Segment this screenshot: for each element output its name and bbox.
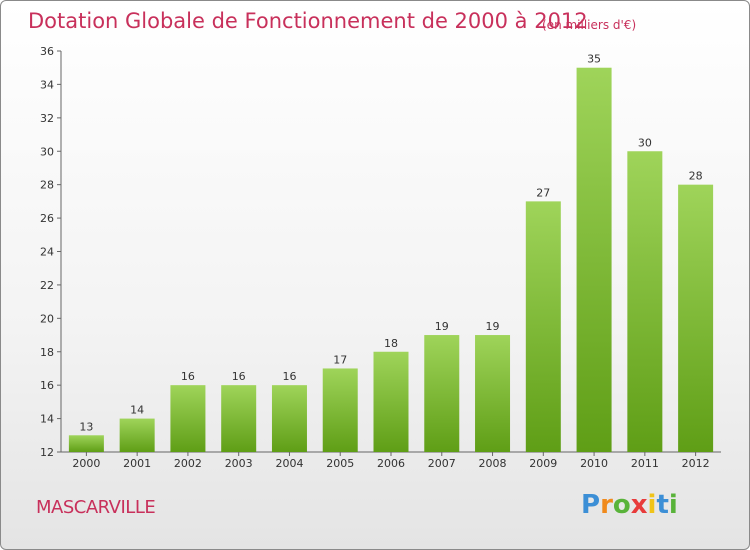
logo-letter: t: [656, 490, 669, 520]
y-tick-label: 28: [40, 179, 54, 192]
y-tick-label: 32: [40, 112, 54, 125]
x-tick-label: 2006: [377, 457, 405, 470]
bar-value-label: 17: [333, 353, 347, 366]
y-tick-label: 30: [40, 145, 54, 158]
y-tick-label: 20: [40, 312, 54, 325]
bar-2002: [170, 385, 206, 452]
bar-value-label: 14: [130, 404, 144, 417]
chart-subtitle: (en milliers d'€): [542, 18, 637, 32]
bar-2003: [221, 385, 257, 452]
x-tick-label: 2007: [428, 457, 456, 470]
city-name: MASCARVILLE: [36, 497, 156, 518]
y-tick-label: 14: [40, 413, 54, 426]
bar-2001: [119, 418, 155, 452]
bar-value-label: 13: [79, 420, 93, 433]
y-tick-label: 22: [40, 279, 54, 292]
logo-letter: r: [600, 490, 613, 520]
bar-value-label: 28: [689, 170, 703, 183]
x-tick-label: 2009: [529, 457, 557, 470]
bar-value-label: 30: [638, 136, 652, 149]
bar-value-label: 35: [587, 53, 601, 66]
x-tick-label: 2010: [580, 457, 608, 470]
y-tick-label: 36: [40, 45, 54, 58]
y-tick-label: 12: [40, 446, 54, 459]
y-tick-label: 18: [40, 346, 54, 359]
x-tick-label: 2004: [275, 457, 303, 470]
y-tick-label: 16: [40, 379, 54, 392]
logo-letter: x: [630, 490, 648, 520]
x-tick-label: 2000: [72, 457, 100, 470]
y-tick-label: 34: [40, 78, 54, 91]
bar-2009: [525, 201, 561, 452]
logo-letter: i: [668, 490, 678, 520]
logo-letter: i: [647, 490, 657, 520]
x-tick-label: 2008: [479, 457, 507, 470]
bar-value-label: 16: [282, 370, 296, 383]
x-tick-label: 2011: [631, 457, 659, 470]
x-tick-label: 2012: [682, 457, 710, 470]
bar-2012: [678, 184, 714, 452]
logo-letter: P: [581, 490, 601, 520]
x-tick-label: 2002: [174, 457, 202, 470]
bar-value-label: 19: [486, 320, 500, 333]
bar-2005: [322, 368, 358, 452]
y-tick-label: 24: [40, 246, 54, 259]
bar-value-label: 16: [181, 370, 195, 383]
bar-2004: [271, 385, 307, 452]
y-tick-label: 26: [40, 212, 54, 225]
bar-value-label: 16: [232, 370, 246, 383]
proxiti-logo: Proxiti: [581, 490, 678, 520]
bar-value-label: 27: [536, 186, 550, 199]
bar-value-label: 18: [384, 337, 398, 350]
x-tick-label: 2005: [326, 457, 354, 470]
bar-2011: [627, 151, 663, 452]
x-tick-label: 2001: [123, 457, 151, 470]
bar-value-label: 19: [435, 320, 449, 333]
bar-2006: [373, 351, 409, 452]
bar-2007: [424, 335, 460, 452]
x-tick-label: 2003: [225, 457, 253, 470]
bar-2008: [475, 335, 511, 452]
chart-title: Dotation Globale de Fonctionnement de 20…: [28, 9, 588, 33]
bar-2010: [576, 67, 612, 452]
logo-letter: o: [612, 490, 631, 520]
bar-2000: [68, 435, 104, 452]
